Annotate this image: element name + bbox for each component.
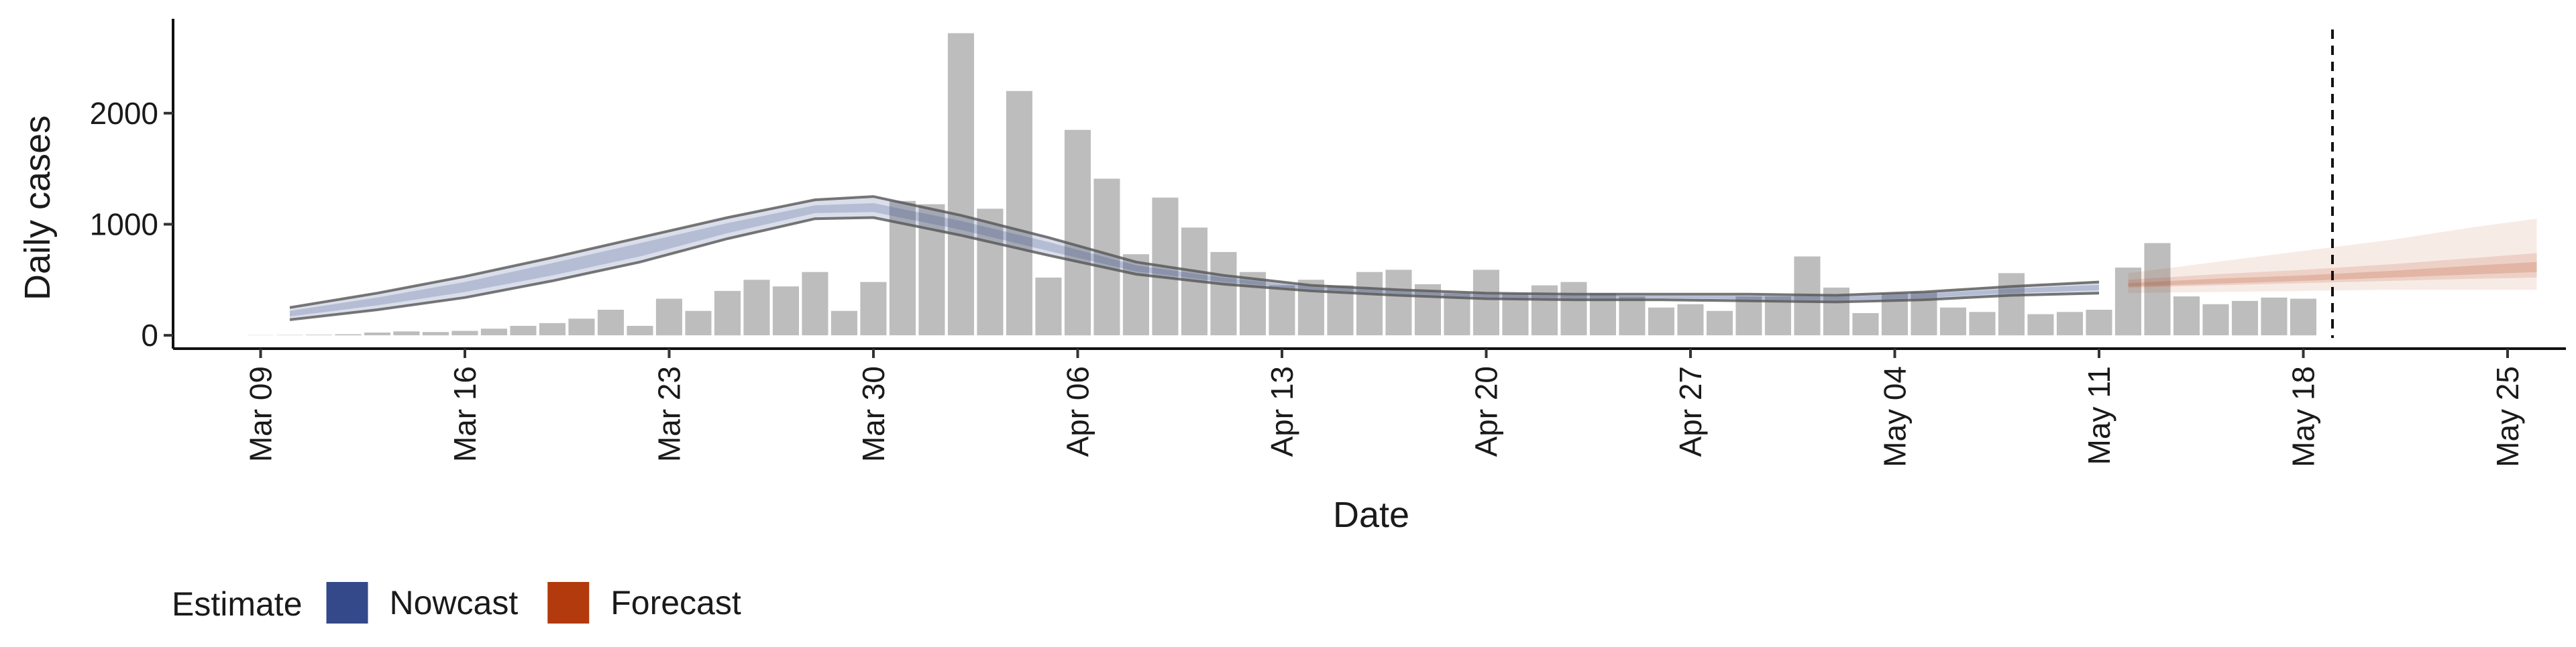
bar xyxy=(1940,308,1966,335)
bar xyxy=(364,333,390,335)
bar xyxy=(393,331,419,335)
bar xyxy=(2174,296,2200,335)
x-axis-title: Date xyxy=(1333,495,1409,535)
bar xyxy=(802,272,828,335)
bar xyxy=(1969,312,1995,335)
bar xyxy=(1210,252,1236,335)
x-tick-label: Apr 13 xyxy=(1265,366,1299,457)
bar xyxy=(1006,91,1032,335)
bar xyxy=(276,335,303,336)
bar xyxy=(1473,270,1499,335)
x-tick-label: Apr 20 xyxy=(1469,366,1504,457)
x-tick-label: May 11 xyxy=(2082,366,2116,465)
bar xyxy=(1677,304,1703,335)
bar xyxy=(2290,299,2316,336)
bar xyxy=(451,331,478,336)
bar xyxy=(481,329,507,335)
x-tick-label: Apr 27 xyxy=(1673,366,1708,457)
bar xyxy=(1619,296,1645,335)
bar xyxy=(1707,311,1733,335)
x-tick-label: May 04 xyxy=(1878,366,1913,467)
bar xyxy=(598,310,624,335)
legend-key xyxy=(547,582,589,624)
y-tick-label: 1000 xyxy=(90,207,158,241)
bar xyxy=(743,280,769,335)
bar xyxy=(2027,314,2053,336)
y-axis-title: Daily cases xyxy=(17,115,58,300)
x-tick-label: Apr 06 xyxy=(1061,366,1095,457)
chart-axes: 0 1000 2000 Mar 09 Mar 16 Mar 23 Mar 30 Apr 06 A… xyxy=(90,19,2566,467)
legend-key xyxy=(327,582,368,624)
bar xyxy=(1998,273,2025,335)
y-tick-label: 2000 xyxy=(90,96,158,131)
legend-label: Nowcast xyxy=(390,584,519,622)
x-tick-label: Mar 30 xyxy=(856,366,891,462)
x-tick-label: May 18 xyxy=(2286,366,2321,467)
bar xyxy=(773,286,799,335)
bar xyxy=(2261,298,2287,335)
bar xyxy=(831,311,857,335)
bar xyxy=(2057,312,2083,335)
bar xyxy=(2232,301,2258,335)
bar xyxy=(1385,270,1411,335)
x-tick-label: May 25 xyxy=(2490,366,2525,467)
legend-label: Forecast xyxy=(610,584,741,622)
y-tick-label: 0 xyxy=(141,318,158,353)
bar xyxy=(2202,304,2229,335)
x-tick-label: Mar 23 xyxy=(652,366,687,462)
bar xyxy=(510,326,536,335)
bar xyxy=(335,335,361,336)
bar xyxy=(1065,130,1091,336)
bar xyxy=(423,332,449,335)
bar xyxy=(1444,293,1470,335)
legend: Estimate Nowcast Forecast xyxy=(172,582,741,624)
bar xyxy=(1560,282,1587,336)
bar xyxy=(1648,308,1674,335)
bar xyxy=(1269,286,1295,336)
bar xyxy=(685,311,711,335)
bar xyxy=(656,299,682,336)
bar xyxy=(860,282,886,336)
bar xyxy=(2086,310,2112,335)
bar xyxy=(1852,313,1878,335)
x-tick-label: Mar 09 xyxy=(244,366,278,462)
bar xyxy=(568,318,594,335)
bar xyxy=(1035,278,1061,335)
x-tick-label: Mar 16 xyxy=(447,366,482,462)
bar xyxy=(539,323,566,335)
bar xyxy=(948,34,974,336)
bar xyxy=(714,291,741,335)
bar xyxy=(627,326,653,335)
legend-title: Estimate xyxy=(172,585,303,623)
bar xyxy=(1356,272,1383,335)
